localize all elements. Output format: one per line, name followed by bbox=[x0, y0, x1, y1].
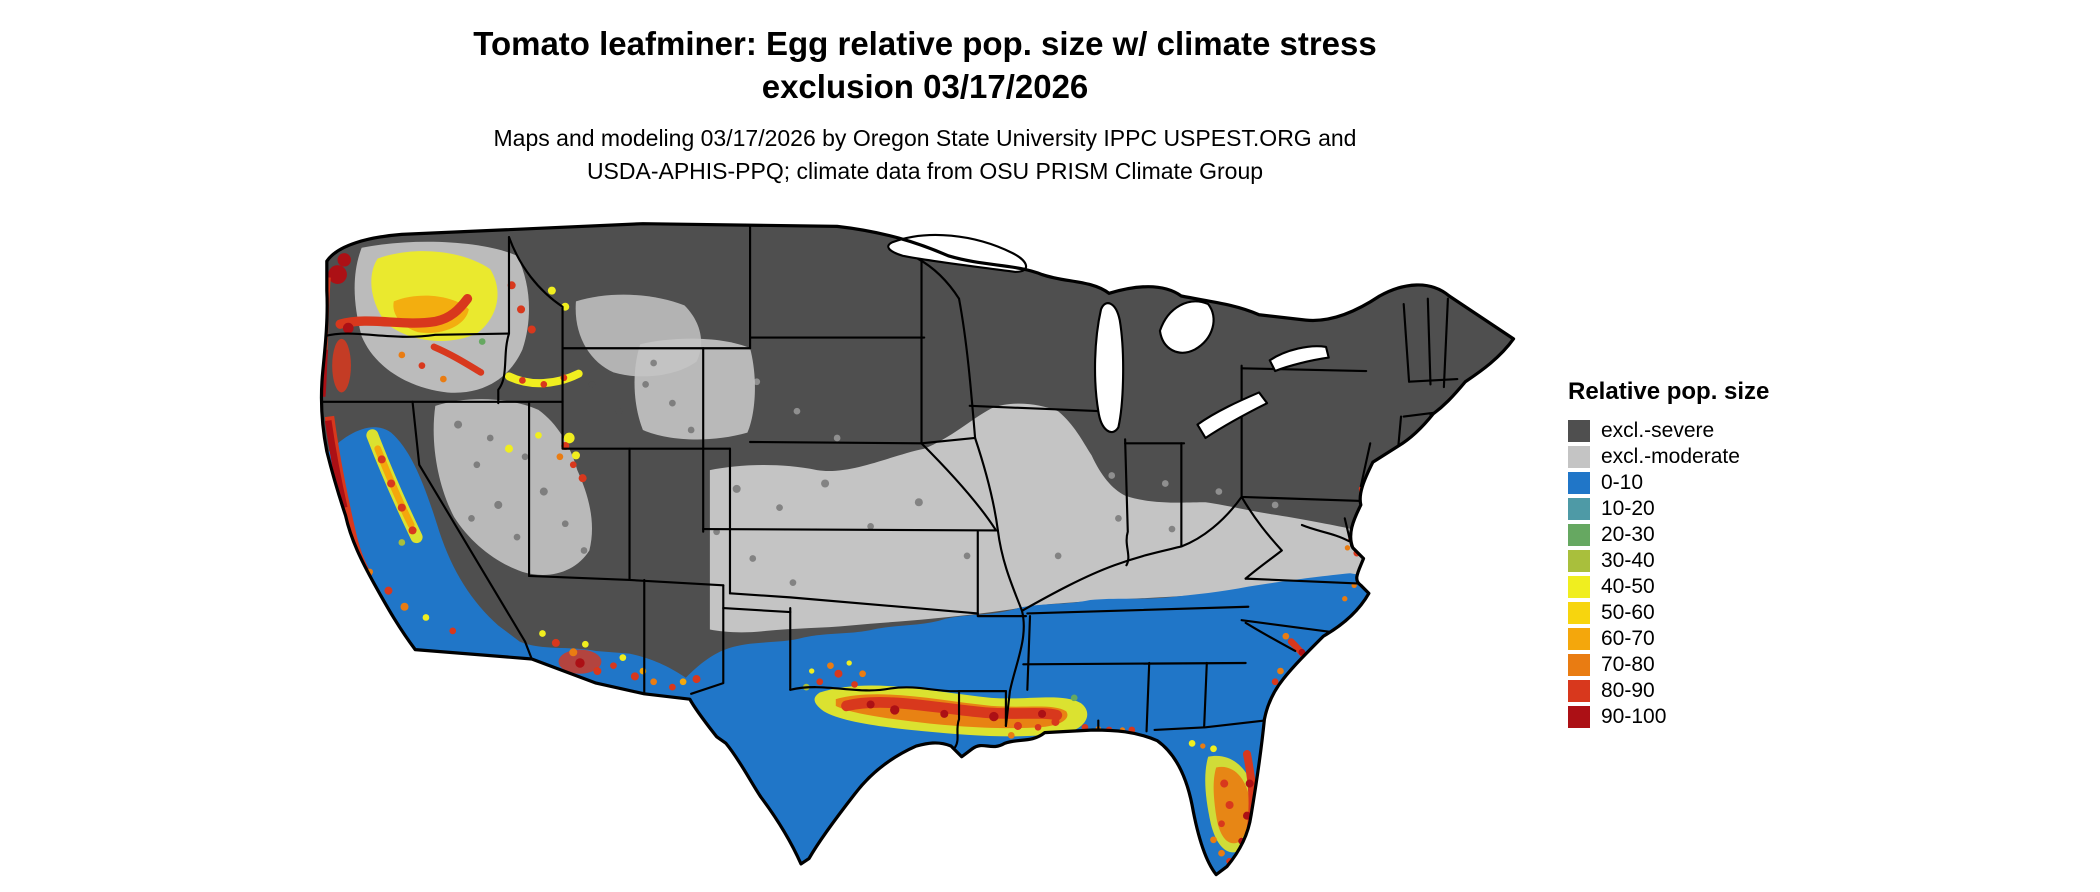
lake-erie bbox=[1196, 391, 1269, 440]
legend-swatch-r40 bbox=[1568, 575, 1590, 598]
legend-swatch-excl_severe bbox=[1568, 419, 1590, 442]
legend-item-excl_moderate: excl.-moderate bbox=[1568, 444, 1928, 469]
legend-swatch-r30 bbox=[1568, 549, 1590, 572]
florida-hotspots bbox=[1188, 740, 1257, 875]
subtitle-line2: USDA-APHIS-PPQ; climate data from OSU PR… bbox=[586, 158, 1264, 184]
legend-label-r0: 0-10 bbox=[1601, 471, 1644, 494]
legend-label-r20: 20-30 bbox=[1601, 523, 1655, 546]
legend-label-excl_moderate: excl.-moderate bbox=[1601, 445, 1740, 468]
subtitle-line1: Maps and modeling 03/17/2026 by Oregon S… bbox=[493, 125, 1357, 151]
figure-header: Tomato leafminer: Egg relative pop. size… bbox=[0, 22, 1850, 188]
figure-subtitle: Maps and modeling 03/17/2026 by Oregon S… bbox=[0, 122, 1850, 188]
gulf-hotspots bbox=[802, 660, 1136, 739]
texture-speckles bbox=[454, 359, 1279, 586]
legend-swatch-r60 bbox=[1568, 627, 1590, 650]
lake-michigan bbox=[1093, 302, 1125, 433]
legend-label-excl_severe: excl.-severe bbox=[1601, 419, 1715, 442]
southwest-hotspots bbox=[504, 431, 701, 691]
legend-item-r50: 50-60 bbox=[1568, 600, 1928, 625]
state-borders bbox=[321, 223, 1459, 749]
legend-item-r30: 30-40 bbox=[1568, 548, 1928, 573]
legend-swatch-r0 bbox=[1568, 471, 1590, 494]
legend-swatch-r90 bbox=[1568, 705, 1590, 728]
legend-swatch-r20 bbox=[1568, 523, 1590, 546]
legend-label-r80: 80-90 bbox=[1601, 679, 1655, 702]
legend-items: excl.-severe excl.-moderate 0-10 10-20 20-30… bbox=[1568, 418, 1928, 729]
legend-swatch-r50 bbox=[1568, 601, 1590, 624]
page-title-line1: Tomato leafminer: Egg relative pop. size… bbox=[473, 25, 1377, 62]
legend-item-r40: 40-50 bbox=[1568, 574, 1928, 599]
pnw-hotspots bbox=[321, 251, 583, 397]
legend-item-r0: 0-10 bbox=[1568, 470, 1928, 495]
legend-label-r70: 70-80 bbox=[1601, 653, 1655, 676]
legend-title: Relative pop. size bbox=[1568, 378, 1770, 405]
legend-label-r30: 30-40 bbox=[1601, 549, 1655, 572]
legend-swatch-r80 bbox=[1568, 679, 1590, 702]
legend-label-r50: 50-60 bbox=[1601, 601, 1655, 624]
legend-item-r80: 80-90 bbox=[1568, 678, 1928, 703]
great-lakes bbox=[887, 233, 1330, 440]
legend-item-r10: 10-20 bbox=[1568, 496, 1928, 521]
lake-huron bbox=[1158, 300, 1215, 354]
lake-ontario bbox=[1268, 345, 1330, 373]
map-fill-layer bbox=[321, 223, 1514, 875]
legend-item-r90: 90-100 bbox=[1568, 704, 1928, 729]
legend-label-r40: 40-50 bbox=[1601, 575, 1655, 598]
legend-item-r60: 60-70 bbox=[1568, 626, 1928, 651]
legend-item-r20: 20-30 bbox=[1568, 522, 1928, 547]
legend-swatch-r10 bbox=[1568, 497, 1590, 520]
legend-label-r10: 10-20 bbox=[1601, 497, 1655, 520]
us-map bbox=[308, 221, 1527, 884]
legend: Relative pop. size excl.-severe excl.-mod… bbox=[1568, 378, 1928, 730]
legend-swatch-excl_moderate bbox=[1568, 445, 1590, 468]
legend-label-r60: 60-70 bbox=[1601, 627, 1655, 650]
page-title-line2: exclusion 03/17/2026 bbox=[761, 68, 1089, 105]
legend-label-r90: 90-100 bbox=[1601, 705, 1667, 728]
legend-item-excl_severe: excl.-severe bbox=[1568, 418, 1928, 443]
legend-swatch-r70 bbox=[1568, 653, 1590, 676]
us-map-svg bbox=[319, 222, 1516, 877]
legend-item-r70: 70-80 bbox=[1568, 652, 1928, 677]
